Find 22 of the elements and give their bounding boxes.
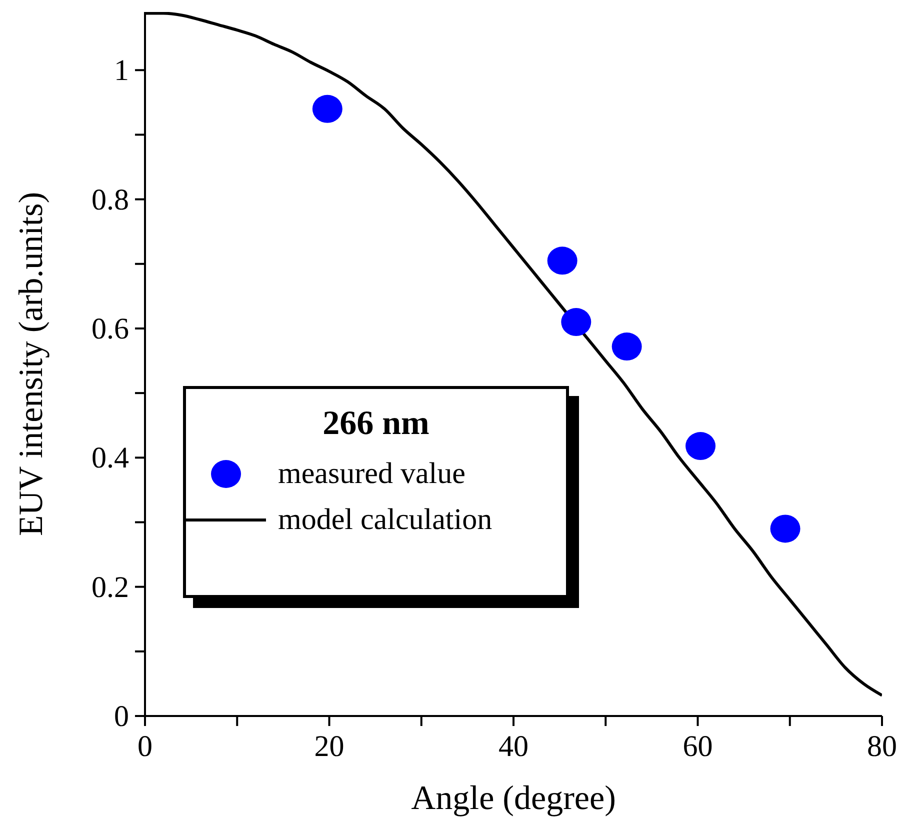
y-axis-title: EUV intensity (arb.units) [13,192,50,536]
point [686,432,716,460]
x-tick-label: 60 [682,730,713,763]
y-tick-label: 0 [114,700,129,733]
y-tick-label: 1 [114,54,129,88]
point [612,332,642,361]
y-tick-label: 0.4 [92,442,129,475]
point [561,308,592,336]
x-tick-label: 80 [867,730,897,763]
x-axis-title: Angle (degree) [411,780,616,817]
y-tick-label: 0.8 [92,183,129,216]
y-tick-label: 0.6 [92,312,129,346]
y-tick-label: 0.2 [92,570,129,604]
point [770,514,800,543]
x-tick-label: 0 [138,730,152,763]
legend-title: 266 nm [322,405,430,443]
point [312,94,342,123]
legend-label: measured value [278,457,466,491]
x-tick-label: 40 [498,730,528,763]
legend-label: model calculation [278,503,492,537]
point [547,246,578,275]
x-tick-label: 20 [314,730,344,763]
